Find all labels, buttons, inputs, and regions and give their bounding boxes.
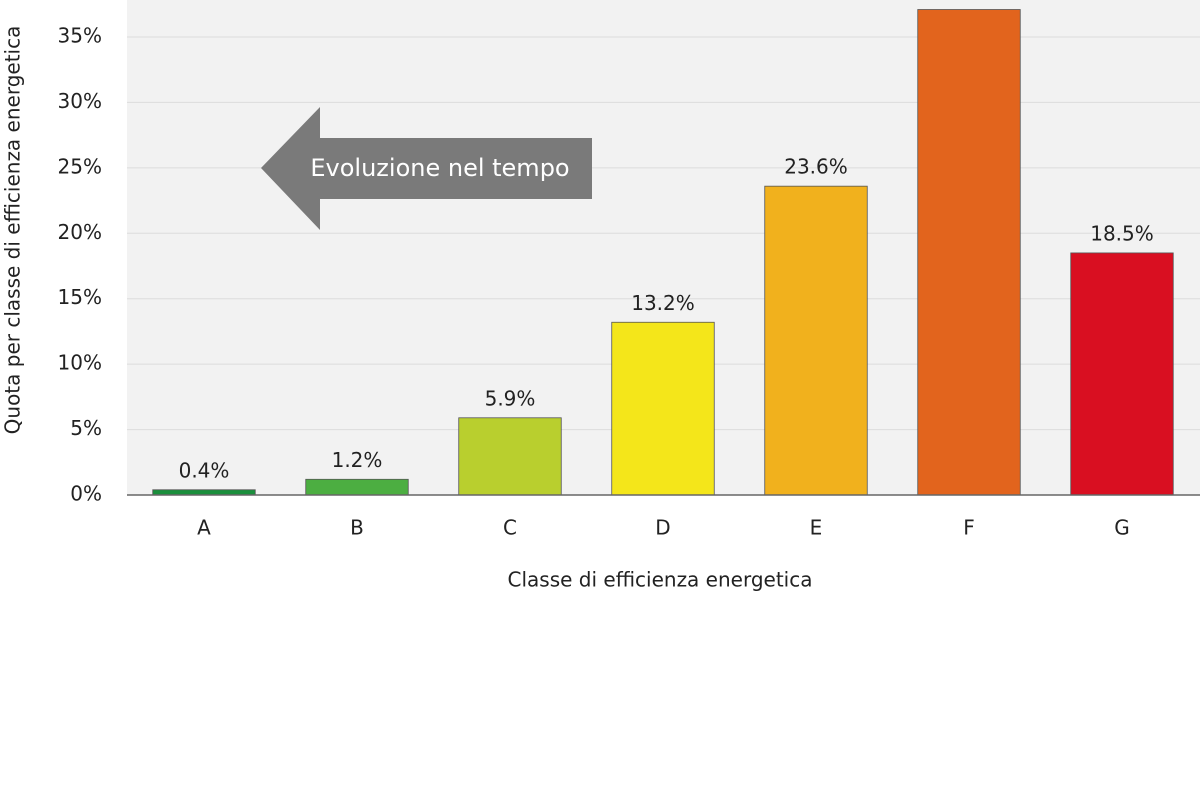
arrow [261,107,592,230]
bar [611,321,715,496]
y-tick-label: 30% [58,89,102,113]
x-tick-label: G [1114,516,1130,540]
value-label: 23.6% [784,155,848,179]
bar [917,9,1021,496]
y-tick-label: 35% [58,24,102,48]
bars [152,9,1174,496]
bar [458,417,562,496]
bar [305,478,409,496]
y-tick-label: 15% [58,285,102,309]
x-tick-label: F [963,516,975,540]
x-axis-title: Classe di efficienza energetica [508,568,813,592]
bar [1070,252,1174,496]
y-axis-title: Quota per classe di efficienza energetic… [1,26,25,435]
x-tick-label: C [503,516,517,540]
x-tick-label: D [655,516,670,540]
value-label: 0.4% [179,458,230,482]
y-tick-label: 5% [70,416,102,440]
bar [152,489,256,496]
x-tick-label: B [350,516,364,540]
annotation: Evoluzione nel tempo [310,154,569,182]
value-label: 1.2% [332,448,383,472]
bar [764,185,868,496]
y-tick-label: 20% [58,220,102,244]
value-label: 18.5% [1090,221,1154,245]
x-tick-label: E [810,516,823,540]
value-label: 37.1% [937,0,1001,2]
y-tick-label: 10% [58,351,102,375]
x-tick-label: A [197,516,211,540]
value-label: 13.2% [631,291,695,315]
y-tick-label: 0% [70,482,102,506]
value-label: 5.9% [485,386,536,410]
y-tick-label: 25% [58,154,102,178]
